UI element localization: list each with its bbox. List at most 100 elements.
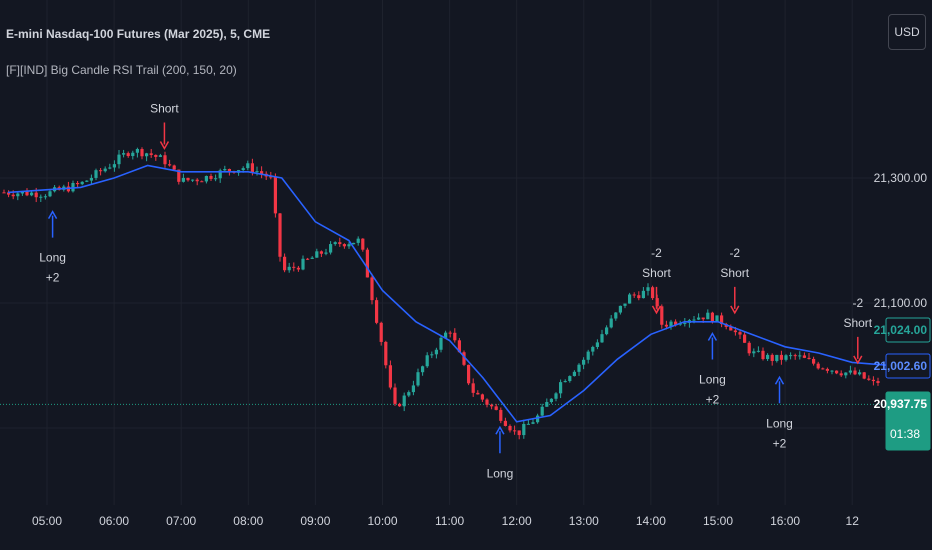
candle (577, 364, 581, 372)
candle (200, 181, 204, 183)
x-tick-label: 10:00 (367, 514, 397, 528)
x-tick-label: 12 (846, 514, 860, 528)
candle (296, 267, 300, 270)
candle (789, 355, 793, 357)
candle (333, 242, 337, 245)
candle (384, 341, 388, 366)
candle (867, 378, 871, 380)
short-label: Short (150, 102, 179, 116)
candle (416, 372, 420, 386)
candle (34, 192, 38, 198)
price-label-time: 01:38 (890, 427, 920, 441)
short-label: Short (720, 266, 749, 280)
candle (839, 373, 843, 376)
candle (559, 382, 563, 394)
candle (586, 351, 590, 360)
candle (798, 355, 802, 357)
candle (250, 163, 254, 173)
candle (835, 370, 839, 374)
candle (379, 322, 383, 342)
candle (761, 350, 765, 360)
candle (154, 154, 158, 157)
candle (20, 191, 24, 194)
candle (365, 249, 369, 278)
candle (388, 365, 392, 388)
candle (812, 358, 816, 364)
x-tick-label: 07:00 (166, 514, 196, 528)
short-arrow-head (159, 141, 170, 151)
candle (591, 346, 595, 352)
x-tick-label: 15:00 (703, 514, 733, 528)
candle (876, 381, 880, 383)
candle (743, 334, 747, 343)
candle (793, 355, 797, 357)
candle (467, 364, 471, 384)
candle (342, 244, 346, 247)
candle (692, 319, 696, 321)
candle (43, 196, 47, 198)
candle (89, 177, 93, 181)
candle (600, 334, 604, 343)
price-label-text: 21,024.00 (874, 323, 928, 337)
candle (94, 170, 98, 178)
candle (821, 368, 825, 370)
candle (490, 404, 494, 407)
candle (246, 163, 250, 169)
candle (448, 332, 452, 334)
candle (319, 251, 323, 254)
candle (269, 176, 273, 178)
long-value: +2 (773, 436, 787, 450)
candle (172, 165, 176, 170)
candle (195, 179, 199, 182)
candle (526, 423, 530, 425)
price-label-text: 20,937.75 (874, 397, 928, 411)
indicator-legend[interactable]: [F][IND] Big Candle RSI Trail (200, 150,… (6, 63, 237, 77)
candle (292, 266, 296, 268)
candle (462, 352, 466, 365)
candle (117, 154, 121, 165)
candle (425, 355, 429, 367)
x-tick-label: 05:00 (32, 514, 62, 528)
candle (595, 342, 599, 347)
candle (209, 175, 213, 179)
candle (375, 300, 379, 323)
short-value: -2 (852, 296, 863, 310)
candle (16, 193, 20, 197)
candle (177, 169, 181, 182)
candle (568, 376, 572, 382)
candle (476, 392, 480, 395)
candle (729, 326, 733, 331)
candle (347, 244, 351, 247)
candle (411, 385, 415, 393)
x-tick-label: 06:00 (99, 514, 129, 528)
candle (701, 317, 705, 320)
candle (853, 370, 857, 375)
candle (844, 372, 848, 376)
long-label: Long (487, 466, 514, 480)
short-label: Short (642, 266, 671, 280)
candle (204, 175, 208, 182)
candle (830, 370, 834, 372)
candle (402, 395, 406, 407)
candle (480, 394, 484, 400)
candle (30, 192, 34, 196)
candle (747, 342, 751, 354)
long-arrow-head (774, 375, 785, 385)
candle (25, 191, 29, 196)
candle (807, 357, 811, 359)
candle (536, 415, 540, 423)
candle (393, 387, 397, 404)
candle (683, 322, 687, 324)
short-arrow-head (853, 355, 863, 365)
candle (816, 363, 820, 369)
candle (140, 149, 144, 157)
candle (163, 155, 167, 165)
candle (421, 366, 425, 373)
x-tick-label: 13:00 (569, 514, 599, 528)
currency-button[interactable]: USD (888, 14, 926, 50)
long-value: +2 (46, 271, 60, 285)
candle (99, 170, 103, 172)
price-label-box (885, 317, 931, 343)
candle (669, 321, 673, 327)
